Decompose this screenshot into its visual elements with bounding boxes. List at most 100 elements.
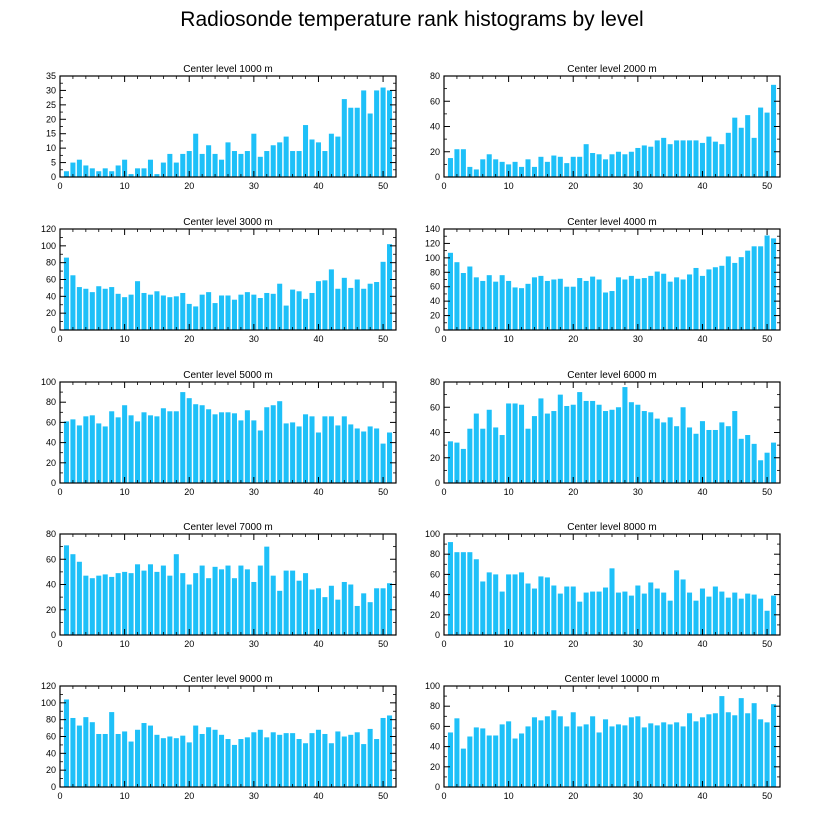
histogram-bar xyxy=(512,574,518,635)
histogram-bar xyxy=(315,142,321,177)
histogram-bar xyxy=(231,744,237,787)
histogram-bar xyxy=(70,162,76,177)
histogram-bar xyxy=(128,573,134,635)
histogram-bar xyxy=(244,737,250,787)
histogram-bar xyxy=(460,149,466,177)
y-tick-label: 20 xyxy=(430,311,440,321)
histogram-bar xyxy=(674,570,680,635)
histogram-bar xyxy=(238,420,244,483)
histogram-bar xyxy=(238,739,244,787)
histogram-bar xyxy=(186,398,192,483)
y-tick-label: 25 xyxy=(46,100,56,110)
histogram-bar xyxy=(296,580,302,635)
y-tick-label: 80 xyxy=(46,715,56,725)
histogram-bar xyxy=(544,577,550,635)
histogram-bar xyxy=(206,409,212,483)
histogram-bar xyxy=(147,564,153,635)
histogram-bar xyxy=(583,144,589,177)
histogram-bar xyxy=(147,294,153,330)
histogram-bar xyxy=(173,554,179,635)
histogram-bar xyxy=(296,151,302,177)
y-tick-label: 60 xyxy=(430,721,440,731)
panel-title: Center level 2000 m xyxy=(567,64,657,75)
histogram-bar xyxy=(551,411,557,483)
histogram-bar xyxy=(577,156,583,177)
histogram-bar xyxy=(361,593,367,635)
histogram-bar xyxy=(70,275,76,330)
histogram-bar xyxy=(154,734,160,787)
y-tick-label: 20 xyxy=(46,114,56,124)
histogram-bar xyxy=(538,156,544,177)
histogram-bar xyxy=(525,428,531,483)
histogram-bar xyxy=(63,699,69,787)
histogram-bar xyxy=(83,165,89,177)
histogram-bar xyxy=(374,739,380,787)
histogram-bar xyxy=(473,169,479,177)
y-tick-label: 0 xyxy=(435,478,440,488)
histogram-panel: Center level 4000 m 0 10 20 30 40 50 0 20 40 60 80 1… xyxy=(425,217,781,344)
histogram-bar xyxy=(512,738,518,787)
x-tick-label: 20 xyxy=(184,639,194,649)
histogram-bar xyxy=(244,292,250,331)
y-tick-label: 40 xyxy=(46,438,56,448)
histogram-bar xyxy=(89,168,95,177)
histogram-bar xyxy=(706,429,712,483)
histogram-bar xyxy=(160,162,166,177)
y-tick-label: 60 xyxy=(430,569,440,579)
histogram-bar xyxy=(167,153,173,177)
y-tick-label: 0 xyxy=(51,782,56,792)
histogram-bar xyxy=(128,741,134,787)
histogram-bar xyxy=(206,727,212,787)
histogram-bar xyxy=(315,729,321,787)
histogram-bar xyxy=(341,277,347,330)
histogram-bar xyxy=(687,592,693,635)
histogram-bar xyxy=(758,107,764,177)
histogram-bar xyxy=(654,271,660,330)
histogram-bar xyxy=(135,421,141,483)
histogram-bar xyxy=(680,279,686,330)
histogram-bar xyxy=(519,572,525,635)
histogram-bar xyxy=(635,147,641,177)
x-tick-label: 0 xyxy=(441,791,446,801)
histogram-bar xyxy=(277,283,283,330)
histogram-bar xyxy=(367,728,373,787)
histogram-bar xyxy=(122,297,128,330)
histogram-bar xyxy=(212,729,218,787)
histogram-bar xyxy=(147,159,153,177)
histogram-bar xyxy=(493,735,499,787)
histogram-bar xyxy=(354,279,360,330)
histogram-bar xyxy=(577,726,583,787)
panel-title: Center level 6000 m xyxy=(567,370,657,381)
histogram-bar xyxy=(277,734,283,787)
histogram-bar xyxy=(180,153,186,177)
histogram-bar xyxy=(83,575,89,635)
histogram-bar xyxy=(480,728,486,787)
histogram-bar xyxy=(570,404,576,483)
histogram-bar xyxy=(128,415,134,483)
x-tick-label: 30 xyxy=(249,639,259,649)
histogram-bar xyxy=(486,409,492,483)
histogram-bar xyxy=(525,283,531,330)
histogram-bar xyxy=(361,431,367,483)
histogram-bar xyxy=(764,112,770,177)
panel-title: Center level 9000 m xyxy=(183,674,273,685)
histogram-bar xyxy=(115,293,121,330)
histogram-bar xyxy=(154,174,160,177)
histogram-bar xyxy=(154,571,160,636)
histogram-bar xyxy=(335,288,341,330)
histogram-bar xyxy=(712,713,718,787)
histogram-bar xyxy=(180,573,186,635)
histogram-bar xyxy=(102,733,108,787)
histogram-bar xyxy=(454,262,460,330)
histogram-bar xyxy=(635,404,641,483)
main-title: Radiosonde temperature rank histograms b… xyxy=(180,8,644,31)
y-tick-label: 100 xyxy=(425,253,440,263)
histogram-bar xyxy=(76,425,82,483)
histogram-bar xyxy=(544,716,550,787)
histogram-bar xyxy=(96,286,102,330)
histogram-bar xyxy=(635,585,641,635)
histogram-bar xyxy=(725,132,731,177)
histogram-bar xyxy=(758,460,764,483)
histogram-bar xyxy=(531,717,537,787)
x-tick-label: 50 xyxy=(378,639,388,649)
